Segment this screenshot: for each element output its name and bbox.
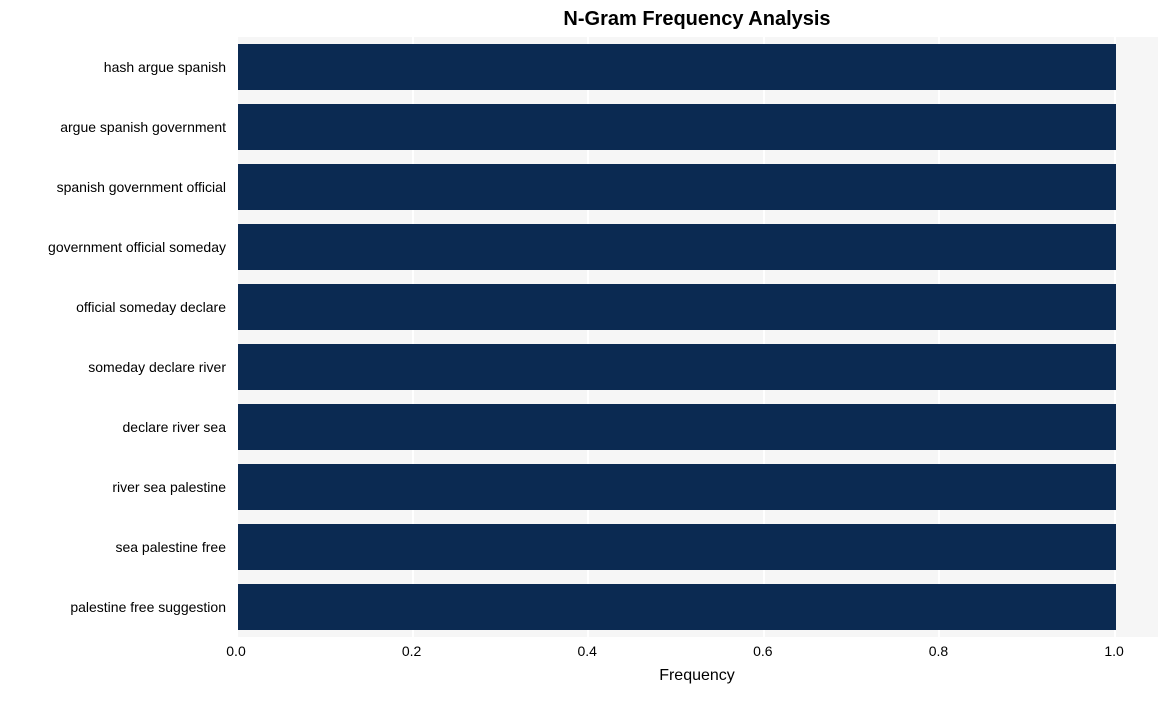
x-axis-spacer (8, 643, 236, 663)
x-tick-label: 1.0 (1104, 643, 1123, 659)
bar (238, 344, 1116, 391)
bar (238, 404, 1116, 451)
bar (238, 524, 1116, 571)
bar (238, 104, 1116, 151)
x-axis-title-row: Frequency (8, 663, 1158, 685)
x-axis: 0.0 0.2 0.4 0.6 0.8 1.0 (8, 643, 1158, 663)
bar-row (236, 157, 1158, 217)
x-axis-ticks: 0.00.20.40.60.81.0 (236, 643, 1158, 663)
y-tick-label: hash argue spanish (8, 37, 236, 97)
bar (238, 584, 1116, 631)
bar-row (236, 337, 1158, 397)
x-tick-label: 0.6 (753, 643, 772, 659)
y-axis-labels: hash argue spanishargue spanish governme… (8, 37, 236, 637)
plot-row: hash argue spanishargue spanish governme… (8, 37, 1158, 637)
bar-row (236, 97, 1158, 157)
bar (238, 164, 1116, 211)
y-tick-label: someday declare river (8, 337, 236, 397)
bar (238, 464, 1116, 511)
bar (238, 284, 1116, 331)
plot-area (236, 37, 1158, 637)
bar-row (236, 37, 1158, 97)
ngram-frequency-chart: N-Gram Frequency Analysis hash argue spa… (8, 8, 1158, 685)
x-axis-spacer-2 (8, 663, 236, 685)
x-tick-label: 0.0 (226, 643, 245, 659)
bar-row (236, 577, 1158, 637)
y-tick-label: spanish government official (8, 157, 236, 217)
y-tick-label: government official someday (8, 217, 236, 277)
x-tick-label: 0.4 (578, 643, 597, 659)
y-tick-label: official someday declare (8, 277, 236, 337)
x-axis-title: Frequency (236, 667, 1158, 685)
bar-row (236, 517, 1158, 577)
bar-row (236, 217, 1158, 277)
bars-container (236, 37, 1158, 637)
y-tick-label: sea palestine free (8, 517, 236, 577)
bar-row (236, 457, 1158, 517)
chart-title: N-Gram Frequency Analysis (8, 8, 1158, 31)
y-tick-label: palestine free suggestion (8, 577, 236, 637)
y-tick-label: river sea palestine (8, 457, 236, 517)
bar-row (236, 277, 1158, 337)
plot-area-wrap (236, 37, 1158, 637)
y-tick-label: argue spanish government (8, 97, 236, 157)
x-tick-label: 0.8 (929, 643, 948, 659)
bar (238, 44, 1116, 91)
x-tick-label: 0.2 (402, 643, 421, 659)
bar-row (236, 397, 1158, 457)
bar (238, 224, 1116, 271)
y-tick-label: declare river sea (8, 397, 236, 457)
